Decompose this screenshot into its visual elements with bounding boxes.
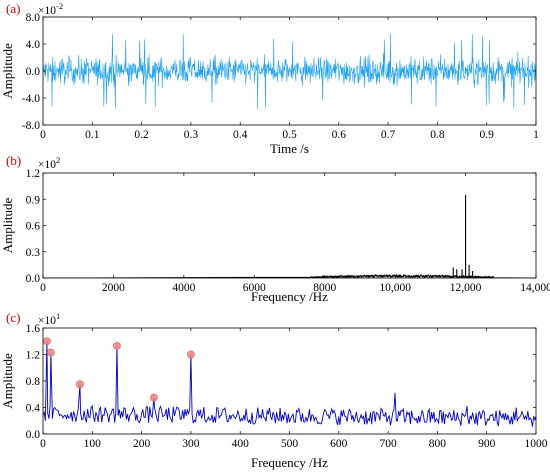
x-tick-label: 200 xyxy=(133,438,151,450)
x-tick-label: 4000 xyxy=(172,282,195,294)
axis-multiplier-exponent: -2 xyxy=(56,1,63,11)
x-tick-label: 0.3 xyxy=(184,129,199,141)
x-tick-label: 400 xyxy=(232,438,250,450)
chart-panel-1: (a) ×10-2 0 0.1 0.2 0.3 0.4 0.5 0.6 0.7 0.8 0.9 1 -8.… xyxy=(0,1,539,156)
y-tick-label: 8.0 xyxy=(26,12,41,24)
x-axis-label: Time /s xyxy=(270,141,309,156)
signal-line xyxy=(43,33,536,110)
y-tick-label: 1.2 xyxy=(26,350,41,362)
y-tick-label: 0.3 xyxy=(26,247,41,259)
y-tick-label: -8.0 xyxy=(22,120,40,132)
x-tick-label: 700 xyxy=(379,438,397,450)
x-axis-label: Frequency /Hz xyxy=(251,455,328,470)
y-tick-label: 1.6 xyxy=(26,323,41,335)
panel-label: (c) xyxy=(6,310,20,325)
x-tick-label: 0.4 xyxy=(233,129,248,141)
x-tick-label: 6000 xyxy=(243,282,266,294)
y-axis-label: Amplitude xyxy=(0,353,15,409)
x-tick-label: 500 xyxy=(281,438,299,450)
y-tick-label: 0.0 xyxy=(26,429,41,441)
axis-multiplier-exponent: 2 xyxy=(56,155,60,165)
envelope-spectrum-line xyxy=(43,341,536,427)
y-tick-label: 0.6 xyxy=(26,221,41,233)
peak-marker-5 xyxy=(150,393,158,402)
peak-marker-4 xyxy=(113,341,121,350)
x-tick-label: 300 xyxy=(182,438,200,450)
peak-marker-1 xyxy=(43,337,51,346)
x-tick-label: 600 xyxy=(330,438,348,450)
chart-panel-3: (c) ×101 0 100 200 300 400 500 600 700 800 900 1000 0… xyxy=(0,310,548,470)
x-tick-label: 1 xyxy=(533,129,539,141)
x-tick-label: 2000 xyxy=(102,282,125,294)
y-tick-label: 4.0 xyxy=(26,39,41,51)
plot-data xyxy=(43,194,536,278)
x-tick-label: 0.5 xyxy=(282,129,297,141)
x-tick-label: 0.6 xyxy=(332,129,347,141)
y-tick-label: 0.4 xyxy=(26,403,41,415)
x-tick-label: 0.9 xyxy=(480,129,495,141)
x-tick-label: 12,000 xyxy=(450,282,482,294)
x-tick-label: 0.7 xyxy=(381,129,396,141)
y-tick-label: -4.0 xyxy=(22,93,40,105)
plot-data xyxy=(43,33,536,110)
x-axis-label: Frequency /Hz xyxy=(251,289,328,304)
panel-label: (b) xyxy=(6,153,21,168)
x-tick-label: 0.1 xyxy=(85,129,100,141)
x-tick-label: 100 xyxy=(84,438,102,450)
x-tick-label: 0.2 xyxy=(134,129,149,141)
x-tick-label: 0.8 xyxy=(430,129,445,141)
y-tick-label: 0.0 xyxy=(26,66,41,78)
peak-marker-6 xyxy=(186,350,195,359)
x-tick-label: 8000 xyxy=(313,282,336,294)
x-tick-label: 0 xyxy=(40,438,46,450)
x-tick-label: 900 xyxy=(478,438,496,450)
y-tick-label: 1.2 xyxy=(26,168,41,180)
peak-marker-2 xyxy=(46,348,55,357)
y-axis-label: Amplitude xyxy=(0,197,15,253)
x-tick-label: 0 xyxy=(40,282,46,294)
y-tick-label: 0.8 xyxy=(26,376,41,388)
x-tick-label: 1000 xyxy=(525,438,548,450)
y-axis-label: Amplitude xyxy=(0,43,15,99)
panel-label: (a) xyxy=(6,1,20,16)
y-tick-label: 0.0 xyxy=(26,273,41,285)
plot-data xyxy=(43,341,536,427)
axis-multiplier: ×102 xyxy=(38,155,60,171)
axis-multiplier: ×101 xyxy=(38,311,60,327)
x-tick-label: 10,000 xyxy=(379,282,411,294)
x-tick-label: 0 xyxy=(40,129,46,141)
peak-marker-3 xyxy=(76,380,84,389)
y-tick-label: 0.9 xyxy=(26,194,41,206)
chart-panel-2: (b) ×102 0 2000 4000 6000 8000 10,000 12,000 14,0… xyxy=(0,153,550,304)
plot-frame xyxy=(42,172,537,279)
x-tick-label: 14,000 xyxy=(520,282,550,294)
spectrum-line xyxy=(43,273,536,278)
axis-multiplier-exponent: 1 xyxy=(56,311,60,321)
axis-multiplier: ×10-2 xyxy=(38,1,63,17)
x-tick-label: 800 xyxy=(429,438,447,450)
